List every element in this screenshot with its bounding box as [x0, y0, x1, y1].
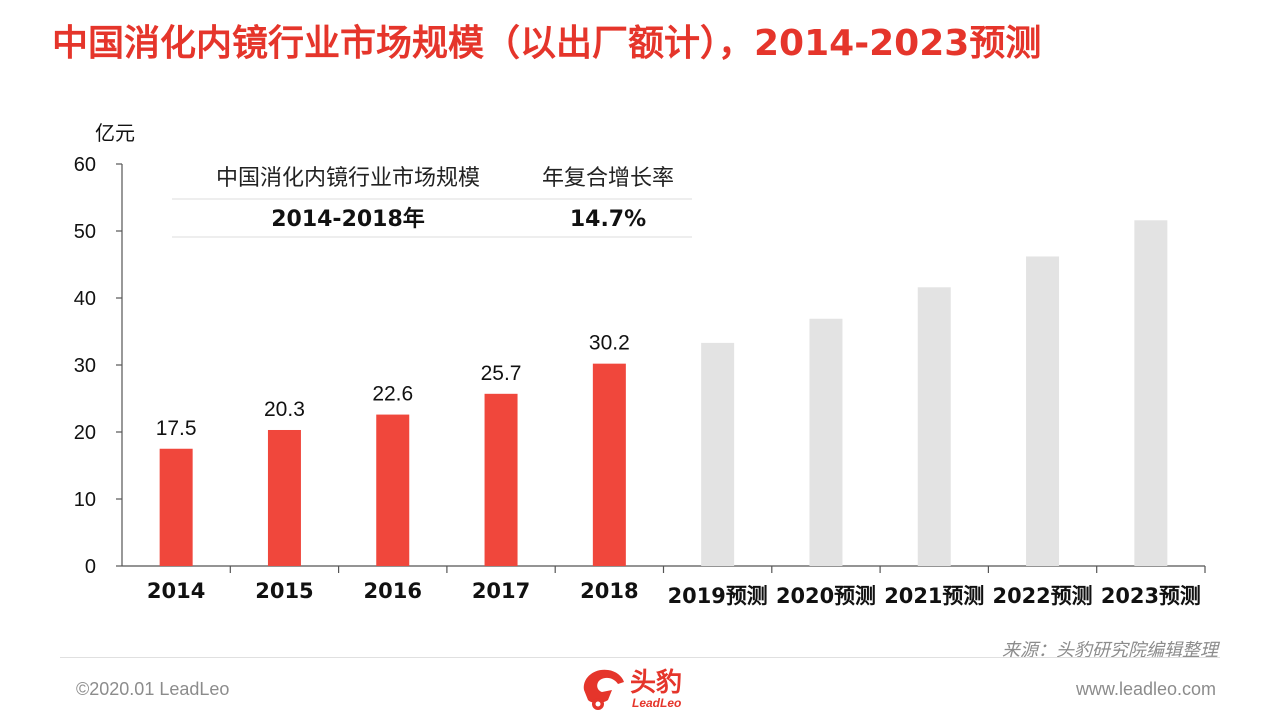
chart-value-labels: 17.5 20.3 22.6 25.7 30.2: [156, 332, 630, 440]
bar-actual-1: [267, 429, 301, 566]
bar-actual-2: [376, 414, 410, 566]
bar-forecast-8: [1026, 256, 1060, 566]
y-tick-label: 0: [85, 556, 96, 578]
bar-value-label: 25.7: [481, 362, 522, 385]
bar-forecast-9: [1134, 220, 1168, 566]
x-tick-label: 2018: [580, 579, 638, 603]
bar-value-label: 30.2: [589, 332, 630, 355]
bar-value-label: 17.5: [156, 417, 197, 440]
x-tick-label: 2014: [147, 579, 205, 603]
x-tick-label: 2023预测: [1101, 584, 1201, 608]
x-tick-label: 2019预测: [668, 584, 768, 608]
chart-y-labels: 0 10 20 30 40 50 60: [74, 154, 96, 578]
y-axis-unit-label: 亿元: [95, 122, 135, 145]
bar-value-label: 22.6: [372, 383, 413, 406]
bar-forecast-7: [917, 287, 951, 566]
leadleo-logo: 头豹 LeadLeo: [578, 660, 708, 720]
bar-actual-4: [592, 363, 626, 566]
cagr-period: 2014-2018年: [271, 206, 425, 232]
source-note: 来源：头豹研究院编辑整理: [1002, 640, 1218, 661]
chart-axes: [116, 163, 1206, 573]
bar-chart: 17.520.322.625.730.2 2014 2015 2016 2017 201…: [74, 122, 1206, 608]
x-tick-label: 2021预测: [884, 584, 984, 608]
leopard-head-icon: [583, 669, 624, 710]
logo-subtext: LeadLeo: [632, 696, 682, 710]
cagr-rate: 14.7%: [570, 207, 646, 232]
website-url: www.leadleo.com: [1075, 679, 1216, 699]
x-tick-label: 2017: [472, 579, 530, 603]
bar-value-label: 20.3: [264, 398, 305, 421]
y-tick-label: 20: [74, 422, 96, 444]
x-tick-label: 2020预测: [776, 584, 876, 608]
copyright-text: ©2020.01 LeadLeo: [76, 679, 230, 699]
y-tick-label: 10: [74, 489, 96, 511]
bar-forecast-6: [809, 318, 843, 566]
logo-text: 头豹: [630, 668, 683, 698]
y-tick-label: 30: [74, 355, 96, 377]
page-title: 中国消化内镜行业市场规模（以出厂额计），2014-2023预测: [52, 23, 1042, 64]
cagr-header-left: 中国消化内镜行业市场规模: [216, 166, 480, 191]
bar-actual-3: [484, 393, 518, 566]
x-tick-label: 2015: [255, 579, 313, 603]
x-tick-label: 2016: [364, 579, 422, 603]
y-tick-label: 50: [74, 221, 96, 243]
cagr-table: 中国消化内镜行业市场规模 年复合增长率 2014-2018年 14.7%: [172, 166, 692, 238]
bar-actual-0: [159, 448, 193, 566]
footer-divider: [60, 657, 1220, 658]
x-tick-label: 2022预测: [993, 584, 1093, 608]
y-tick-label: 40: [74, 288, 96, 310]
y-tick-label: 60: [74, 154, 96, 176]
cagr-header-right: 年复合增长率: [542, 166, 674, 191]
bar-forecast-5: [701, 342, 735, 566]
chart-bars: [159, 220, 1168, 566]
chart-x-labels: 2014 2015 2016 2017 2018 2019预测 2020预测 2021预测 20…: [147, 579, 1201, 608]
